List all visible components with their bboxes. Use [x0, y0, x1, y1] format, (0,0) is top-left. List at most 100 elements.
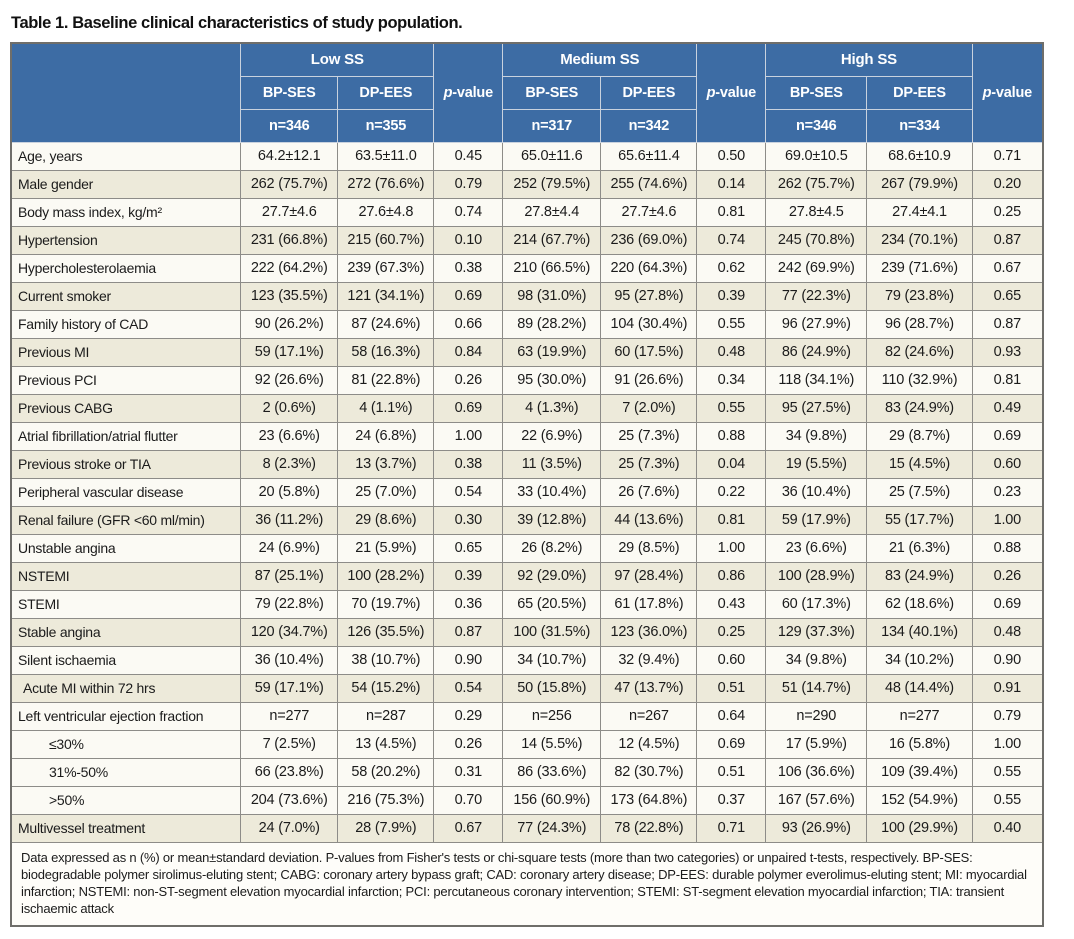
value-cell: 33 (10.4%) — [502, 478, 602, 507]
footnote-row: Data expressed as n (%) or mean±standard… — [10, 842, 1044, 927]
row-label: STEMI — [10, 590, 242, 619]
row-label: ≤30% — [10, 730, 242, 759]
row-label: 31%-50% — [10, 758, 242, 787]
value-cell: 48 (14.4%) — [866, 674, 973, 703]
header-medium-dpees: DP-EES — [600, 76, 698, 110]
value-cell: 69.0±10.5 — [765, 142, 868, 171]
row-label: Previous CABG — [10, 394, 242, 423]
value-cell: 216 (75.3%) — [337, 786, 435, 815]
value-cell: 51 (14.7%) — [765, 674, 868, 703]
value-cell: 16 (5.8%) — [866, 730, 973, 759]
p-value-cell: 0.55 — [696, 310, 767, 339]
value-cell: 58 (16.3%) — [337, 338, 435, 367]
value-cell: 36 (10.4%) — [765, 478, 868, 507]
row-label: Renal failure (GFR <60 ml/min) — [10, 506, 242, 535]
value-cell: 173 (64.8%) — [600, 786, 698, 815]
p-value-cell: 0.79 — [433, 170, 504, 199]
table-row: Previous PCI 92 (26.6%) 81 (22.8%) 0.26 95 (… — [10, 366, 1044, 395]
table-footer: Data expressed as n (%) or mean±standard… — [10, 842, 1044, 927]
p-value-cell: 0.31 — [433, 758, 504, 787]
p-value-cell: 0.39 — [696, 282, 767, 311]
value-cell: 7 (2.0%) — [600, 394, 698, 423]
value-cell: 60 (17.3%) — [765, 590, 868, 619]
value-cell: 23 (6.6%) — [240, 422, 339, 451]
value-cell: 25 (7.3%) — [600, 450, 698, 479]
row-label: Age, years — [10, 142, 242, 171]
p-value-cell: 0.20 — [971, 170, 1044, 199]
p-value-cell: 0.93 — [971, 338, 1044, 367]
p-value-cell: 0.55 — [696, 394, 767, 423]
value-cell: 120 (34.7%) — [240, 618, 339, 647]
row-label: Male gender — [10, 170, 242, 199]
pvalue-italic-p: p — [706, 85, 716, 101]
value-cell: 239 (67.3%) — [337, 254, 435, 283]
p-value-cell: 0.60 — [971, 450, 1044, 479]
row-label: NSTEMI — [10, 562, 242, 591]
value-cell: 24 (7.0%) — [240, 814, 339, 843]
p-value-cell: 0.22 — [696, 478, 767, 507]
p-value-cell: 0.43 — [696, 590, 767, 619]
value-cell: 126 (35.5%) — [337, 618, 435, 647]
value-cell: n=287 — [337, 702, 435, 731]
value-cell: 262 (75.7%) — [765, 170, 868, 199]
header-group-high-ss: High SS — [765, 42, 973, 77]
table-row: ≤30% 7 (2.5%) 13 (4.5%) 0.26 14 (5.5%) 12 (4.… — [10, 730, 1044, 759]
table-header: Low SS p-value Medium SS p-value High SS… — [10, 42, 1044, 143]
value-cell: 152 (54.9%) — [866, 786, 973, 815]
value-cell: 65.0±11.6 — [502, 142, 602, 171]
p-value-cell: 0.64 — [696, 702, 767, 731]
value-cell: 4 (1.3%) — [502, 394, 602, 423]
table-row: Multivessel treatment 24 (7.0%) 28 (7.9%) 0… — [10, 814, 1044, 843]
value-cell: 245 (70.8%) — [765, 226, 868, 255]
value-cell: 44 (13.6%) — [600, 506, 698, 535]
p-value-cell: 0.87 — [433, 618, 504, 647]
value-cell: 156 (60.9%) — [502, 786, 602, 815]
value-cell: 21 (5.9%) — [337, 534, 435, 563]
table-row: STEMI 79 (22.8%) 70 (19.7%) 0.36 65 (20.5%) 6… — [10, 590, 1044, 619]
value-cell: 96 (28.7%) — [866, 310, 973, 339]
p-value-cell: 0.49 — [971, 394, 1044, 423]
value-cell: 82 (24.6%) — [866, 338, 973, 367]
value-cell: n=256 — [502, 702, 602, 731]
table-row: Previous CABG 2 (0.6%) 4 (1.1%) 0.69 4 (1.3%… — [10, 394, 1044, 423]
value-cell: 239 (71.6%) — [866, 254, 973, 283]
p-value-cell: 0.90 — [971, 646, 1044, 675]
header-row-counts: n=346 n=355 n=317 n=342 n=346 n=334 — [11, 109, 1043, 143]
table-row: Body mass index, kg/m² 27.7±4.6 27.6±4.8 0.… — [10, 198, 1044, 227]
table-row: Hypercholesterolaemia 222 (64.2%) 239 (67.… — [10, 254, 1044, 283]
value-cell: n=277 — [240, 702, 339, 731]
value-cell: 34 (9.8%) — [765, 646, 868, 675]
table-body: Age, years 64.2±12.1 63.5±11.0 0.45 65.0±11.… — [10, 142, 1044, 843]
table-row: Silent ischaemia 36 (10.4%) 38 (10.7%) 0.90… — [10, 646, 1044, 675]
value-cell: 22 (6.9%) — [502, 422, 602, 451]
table-row: Acute MI within 72 hrs 59 (17.1%) 54 (15.2… — [10, 674, 1044, 703]
row-label: Hypertension — [10, 226, 242, 255]
value-cell: 215 (60.7%) — [337, 226, 435, 255]
value-cell: 95 (27.8%) — [600, 282, 698, 311]
p-value-cell: 0.30 — [433, 506, 504, 535]
p-value-cell: 0.67 — [971, 254, 1044, 283]
pvalue-italic-p: p — [443, 85, 453, 101]
header-group-low-ss: Low SS — [240, 42, 435, 77]
value-cell: 100 (29.9%) — [866, 814, 973, 843]
value-cell: 252 (79.5%) — [502, 170, 602, 199]
row-label: Previous PCI — [10, 366, 242, 395]
value-cell: 255 (74.6%) — [600, 170, 698, 199]
table-row: Hypertension 231 (66.8%) 215 (60.7%) 0.10 21… — [10, 226, 1044, 255]
value-cell: 38 (10.7%) — [337, 646, 435, 675]
value-cell: 32 (9.4%) — [600, 646, 698, 675]
header-low-dpees-n: n=355 — [337, 109, 435, 143]
p-value-cell: 0.71 — [696, 814, 767, 843]
value-cell: 12 (4.5%) — [600, 730, 698, 759]
value-cell: 27.7±4.6 — [240, 198, 339, 227]
value-cell: 95 (27.5%) — [765, 394, 868, 423]
value-cell: 59 (17.1%) — [240, 338, 339, 367]
row-label: Left ventricular ejection fraction — [10, 702, 242, 731]
header-low-bpses-n: n=346 — [240, 109, 339, 143]
value-cell: 29 (8.5%) — [600, 534, 698, 563]
value-cell: 118 (34.1%) — [765, 366, 868, 395]
value-cell: 13 (3.7%) — [337, 450, 435, 479]
value-cell: 66 (23.8%) — [240, 758, 339, 787]
value-cell: 81 (22.8%) — [337, 366, 435, 395]
value-cell: 19 (5.5%) — [765, 450, 868, 479]
